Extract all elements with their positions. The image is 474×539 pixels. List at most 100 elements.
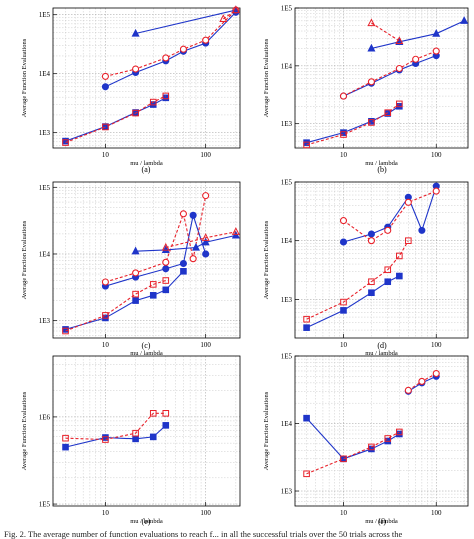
data-point-square <box>162 94 170 102</box>
data-point-triangle <box>367 43 376 52</box>
panel-label: (b) <box>377 165 387 174</box>
data-point-circle <box>101 72 109 80</box>
data-point-square <box>162 277 170 284</box>
data-point-circle <box>367 237 375 245</box>
plot-frame <box>52 181 241 339</box>
chart-panel-b: 10 100 1E3 1E4 1E5 mu / lambda Average Functio… <box>263 5 469 174</box>
chart-panel-c: 10 100 1E3 1E4 1E5 mu / lambda Average Functio… <box>21 181 241 357</box>
data-point-circle <box>189 255 197 263</box>
data-point-square <box>303 141 310 149</box>
data-point-circle <box>339 92 348 100</box>
series-line <box>105 11 237 88</box>
data-point-triangle <box>460 16 469 24</box>
data-point-square <box>132 435 139 443</box>
series-line <box>306 431 400 475</box>
data-point-triangle <box>131 246 140 255</box>
chart-panel-e: 10 100 1E5 1E6 mu / lambda Average Function E… <box>21 355 241 526</box>
y-tick-label: 1E5 <box>39 11 51 19</box>
data-point-square <box>132 290 139 298</box>
x-tick-label: 10 <box>340 509 348 517</box>
y-tick-label: 1E3 <box>281 296 293 304</box>
y-tick-label: 1E5 <box>39 184 51 192</box>
series-red-dashed-circle <box>339 47 440 100</box>
series-blue-solid-circle <box>339 182 440 246</box>
y-tick-label: 1E6 <box>39 413 51 421</box>
data-point-circle <box>101 83 109 91</box>
data-point-circle <box>432 187 440 195</box>
y-tick-label: 1E4 <box>281 237 293 245</box>
data-point-square <box>149 410 157 417</box>
data-point-square <box>384 435 392 442</box>
data-point-square <box>368 278 375 286</box>
data-point-square <box>62 326 69 333</box>
data-point-triangle <box>395 36 404 44</box>
series-line <box>105 9 237 77</box>
series-line <box>165 231 236 249</box>
y-tick-label: 1E4 <box>39 250 51 258</box>
x-tick-label: 10 <box>102 151 110 159</box>
data-point-square <box>368 289 375 297</box>
data-point-circle <box>404 386 412 394</box>
data-point-square <box>303 470 310 478</box>
x-tick-label: 100 <box>431 341 442 349</box>
y-axis-label: Average Function Evaluations <box>21 220 28 299</box>
series-line <box>65 412 166 441</box>
y-tick-label: 1E5 <box>281 179 293 187</box>
data-point-square <box>102 312 109 319</box>
data-point-triangle <box>161 242 170 251</box>
data-point-circle <box>202 36 210 44</box>
panel-label: (d) <box>377 341 387 350</box>
series-red-dashed-triangle <box>367 18 404 44</box>
panel-label: (f) <box>378 517 386 526</box>
x-tick-label: 100 <box>431 151 442 159</box>
data-point-triangle <box>161 245 170 254</box>
data-point-square <box>132 109 139 117</box>
x-tick-label: 10 <box>340 341 348 349</box>
data-point-square <box>384 109 392 116</box>
data-point-circle <box>412 55 420 63</box>
data-point-circle <box>179 210 187 218</box>
grid <box>52 8 240 148</box>
data-point-triangle <box>201 233 210 241</box>
series-red-dashed-square <box>62 92 170 146</box>
series-line <box>105 195 207 283</box>
panel-label: (e) <box>142 517 151 526</box>
x-axis-label: mu / lambda <box>365 160 398 167</box>
data-point-circle <box>202 250 210 258</box>
data-point-triangle <box>231 227 240 235</box>
data-point-square <box>62 327 69 335</box>
chart-panel-d: 10 100 1E3 1E4 1E5 mu / lambda Average Functio… <box>263 179 469 357</box>
series-red-dashed-square <box>303 100 403 149</box>
series-line <box>371 20 465 49</box>
data-point-square <box>62 434 69 442</box>
data-point-square <box>62 139 69 146</box>
data-point-square <box>162 422 170 429</box>
data-point-square <box>396 100 403 108</box>
chart-panel-f: 10 100 1E3 1E4 1E5 mu / lambda Average Functio… <box>263 353 469 526</box>
data-point-triangle <box>201 237 210 246</box>
plot-frame <box>294 355 469 507</box>
series-line <box>306 240 409 320</box>
data-point-square <box>149 433 157 441</box>
data-point-circle <box>418 226 426 234</box>
data-point-circle <box>162 265 170 273</box>
data-point-square <box>303 414 310 422</box>
data-point-circle <box>384 226 392 234</box>
y-tick-label: 1E4 <box>39 70 51 78</box>
series-blue-solid-triangle <box>367 16 469 52</box>
data-point-square <box>368 119 375 126</box>
data-point-circle <box>404 198 412 206</box>
y-tick-label: 1E4 <box>281 62 293 70</box>
data-point-circle <box>162 258 170 266</box>
y-tick-label: 1E3 <box>281 120 293 128</box>
data-point-square <box>132 297 139 304</box>
data-point-square <box>62 443 69 451</box>
data-point-square <box>162 286 170 294</box>
data-point-square <box>405 237 412 245</box>
series-line <box>65 279 166 332</box>
data-point-square <box>102 436 109 443</box>
series-red-dashed-triangle <box>219 5 240 22</box>
x-axis-label: mu / lambda <box>130 160 163 167</box>
y-tick-label: 1E4 <box>281 420 293 428</box>
data-point-square <box>340 455 347 463</box>
